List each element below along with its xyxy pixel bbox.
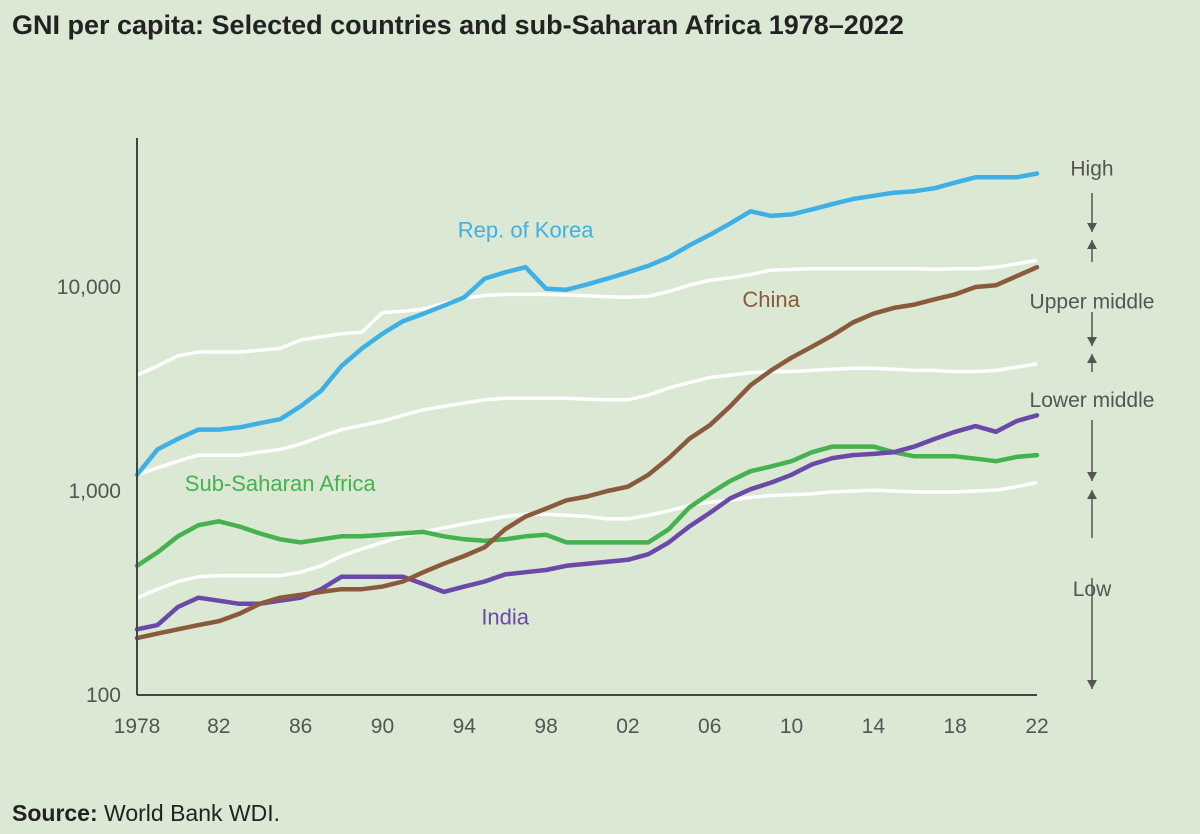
- x-tick-label: 18: [944, 715, 967, 738]
- band-arrow-lower-down-head: [1087, 472, 1097, 481]
- series-line-china: [134, 264, 1040, 641]
- series-lines: [134, 171, 1040, 641]
- series-label-china: China: [742, 287, 800, 312]
- y-tick-label: 100: [86, 684, 121, 707]
- series-label-ssa: Sub-Saharan Africa: [185, 471, 377, 496]
- series-label-india: India: [481, 604, 529, 629]
- series-labels: Rep. of Korea China India Sub-Saharan Afric…: [185, 217, 801, 629]
- band-arrow-lower-up-head: [1087, 354, 1097, 363]
- series-line-korea: [134, 171, 1040, 478]
- x-tick-label: 02: [616, 715, 639, 738]
- source-note: Source: World Bank WDI.: [12, 800, 280, 827]
- income-threshold-lines: [136, 258, 1038, 600]
- series-label-korea: Rep. of Korea: [458, 217, 595, 242]
- threshold-line-thr_lower: [136, 480, 1038, 600]
- x-tick-label: 86: [289, 715, 312, 738]
- source-text: World Bank WDI.: [104, 800, 280, 826]
- y-tick-label: 10,000: [57, 276, 121, 299]
- threshold-line-thr_high: [136, 258, 1038, 377]
- y-tick-label: 1,000: [68, 480, 121, 503]
- band-arrow-upper-down-head: [1087, 337, 1097, 346]
- x-tick-label: 1978: [114, 715, 161, 738]
- income-band-label: Lower middle: [1030, 389, 1155, 412]
- income-band-label: High: [1070, 158, 1113, 181]
- x-tick-label: 98: [534, 715, 557, 738]
- axes: 100 1,000 10,000 1978 82 86 90 94 98 02 06 10 14 18 22: [57, 138, 1049, 738]
- source-label: Source:: [12, 800, 98, 826]
- threshold-line-thr_upper: [136, 362, 1038, 477]
- chart-title: GNI per capita: Selected countries and s…: [12, 10, 904, 40]
- income-band-label: Upper middle: [1030, 290, 1155, 313]
- band-arrow-low-down-head: [1087, 680, 1097, 689]
- x-tick-label: 14: [862, 715, 886, 738]
- band-arrow-upper-up-head: [1087, 240, 1097, 249]
- series-line-india: [134, 413, 1040, 632]
- x-tick-label: 06: [698, 715, 721, 738]
- series-line-ssa: [134, 444, 1040, 569]
- band-arrow-high-down-head: [1087, 223, 1097, 232]
- x-tick-label: 82: [207, 715, 230, 738]
- x-tick-label: 22: [1025, 715, 1048, 738]
- x-tick-label: 90: [371, 715, 394, 738]
- x-tick-label: 94: [453, 715, 477, 738]
- band-arrow-low-up-head: [1087, 490, 1097, 499]
- x-tick-label: 10: [780, 715, 803, 738]
